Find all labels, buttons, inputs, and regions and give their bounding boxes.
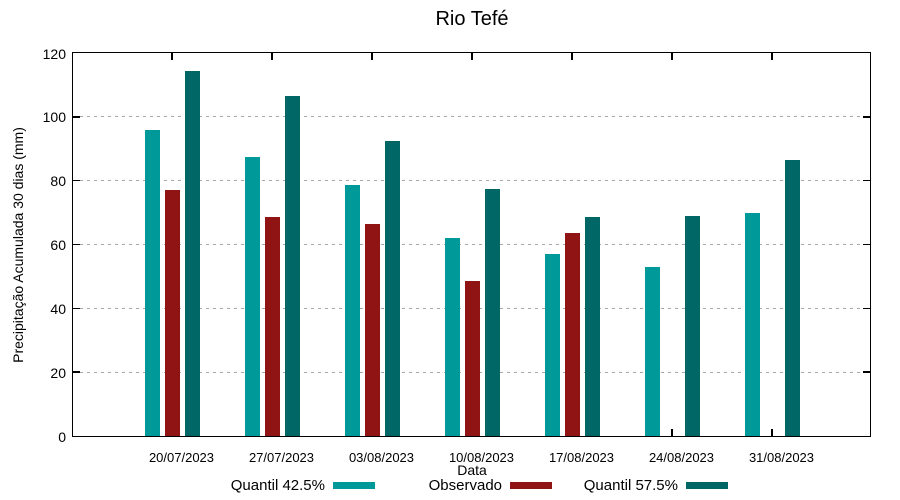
bar xyxy=(744,212,760,436)
x-tick-mark xyxy=(171,53,173,60)
y-tick-mark xyxy=(73,179,80,182)
gridline xyxy=(73,180,870,182)
x-tick-mark xyxy=(671,53,673,60)
bar xyxy=(564,233,580,436)
bar xyxy=(384,140,400,436)
plot-area xyxy=(72,52,871,437)
x-tick-label: 31/08/2023 xyxy=(748,450,815,465)
bar xyxy=(644,266,660,436)
y-tick-mark xyxy=(863,179,870,182)
y-tick-label: 40 xyxy=(50,300,66,317)
legend-swatch-observado xyxy=(510,481,552,489)
bar xyxy=(684,215,700,436)
y-tick-label: 60 xyxy=(50,237,66,253)
chart-title: Rio Tefé xyxy=(435,8,509,30)
gridline xyxy=(73,244,870,245)
y-tick-mark xyxy=(73,243,80,246)
x-tick-label: 24/08/2023 xyxy=(648,450,715,465)
y-tick-mark xyxy=(863,371,870,373)
bar xyxy=(464,281,480,436)
bar xyxy=(144,129,160,436)
y-tick-label: 120 xyxy=(42,45,66,62)
legend-label-quantil-42-5: Quantil 42.5% xyxy=(230,476,325,494)
legend-swatch-quantil-57-5 xyxy=(686,481,728,489)
y-tick-label: 100 xyxy=(42,109,66,126)
y-tick-label: 80 xyxy=(50,173,66,190)
legend-label-quantil-57-5: Quantil 57.5% xyxy=(583,476,678,494)
x-tick-label: 27/07/2023 xyxy=(248,450,315,465)
bar xyxy=(584,217,600,436)
bar xyxy=(544,254,560,436)
legend-item-quantil-42-5: Quantil 42.5% xyxy=(231,476,375,494)
y-tick-mark xyxy=(73,116,80,118)
y-tick-mark xyxy=(73,307,80,310)
x-tick-mark xyxy=(571,53,573,60)
legend-swatch-quantil-42-5 xyxy=(333,481,375,489)
bar xyxy=(364,223,380,436)
bar xyxy=(284,96,300,436)
bar xyxy=(444,238,460,436)
y-tick-label: 20 xyxy=(50,364,66,381)
x-tick-label: 17/08/2023 xyxy=(548,450,615,465)
legend-label-observado: Observado xyxy=(428,476,502,494)
bar xyxy=(344,185,360,436)
x-tick-mark xyxy=(271,53,273,60)
y-tick-mark xyxy=(863,307,870,310)
bar xyxy=(784,159,800,436)
gridline xyxy=(73,116,870,118)
legend-item-quantil-57-5: Quantil 57.5% xyxy=(584,476,728,494)
bar xyxy=(164,190,180,436)
y-tick-label: 0 xyxy=(58,428,66,445)
x-axis-label: Data xyxy=(457,462,487,478)
x-tick-mark xyxy=(371,53,373,60)
y-tick-mark xyxy=(863,116,870,118)
x-tick-mark xyxy=(671,429,673,436)
bar xyxy=(484,188,500,436)
y-tick-mark xyxy=(73,371,80,373)
bar xyxy=(264,217,280,436)
bar xyxy=(184,70,200,436)
bar xyxy=(244,156,260,436)
y-tick-mark xyxy=(863,243,870,246)
x-tick-mark xyxy=(771,429,773,436)
legend-item-observado: Observado xyxy=(429,476,552,494)
x-tick-label: 10/08/2023 xyxy=(448,450,515,465)
x-tick-mark xyxy=(471,53,473,60)
x-tick-mark xyxy=(771,53,773,60)
x-tick-label: 20/07/2023 xyxy=(148,450,215,465)
x-tick-label: 03/08/2023 xyxy=(348,450,415,465)
